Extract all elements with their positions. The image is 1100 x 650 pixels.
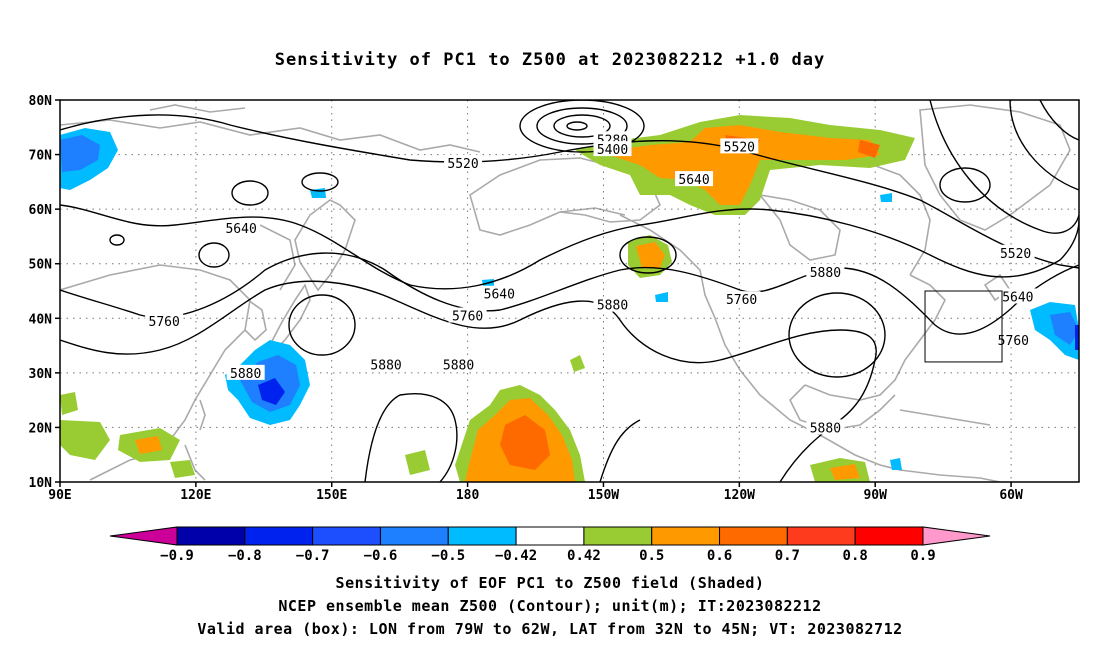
chart-title: Sensitivity of PC1 to Z500 at 2023082212… [274, 50, 826, 70]
colorbar-label: 0.8 [843, 548, 868, 564]
colorbar-swatch [786, 526, 856, 546]
contour-label-bg [593, 296, 632, 312]
colorbar-label: 0.9 [910, 548, 935, 564]
contour-label: 5400 [597, 143, 628, 158]
footer-shading-caption: Sensitivity of EOF PC1 to Z500 field (Sh… [335, 574, 765, 592]
colorbar-label: 0.5 [639, 548, 664, 564]
contour-label: 5880 [443, 359, 474, 374]
contour-label-bg [480, 285, 519, 301]
contour-label-bg [998, 288, 1037, 304]
lat-tick-label: 10N [29, 476, 53, 491]
colorbar-label: 0.7 [775, 548, 800, 564]
contour-label-bg [367, 356, 406, 372]
lon-tick-label: 120E [180, 488, 211, 503]
lat-tick-label: 20N [29, 421, 53, 436]
contour-label-bg [996, 244, 1035, 260]
contour-label: 5760 [998, 334, 1029, 349]
contour-label: 5520 [447, 157, 478, 172]
colorbar-low-triangle [109, 526, 178, 546]
colorbar-swatch [244, 526, 314, 546]
contour-label-bg [145, 313, 184, 329]
footer-contour-caption: NCEP ensemble mean Z500 (Contour); unit(… [278, 597, 822, 615]
colorbar-label: −0.7 [296, 548, 330, 564]
contour-label-bg [439, 356, 478, 372]
contour-label-bg [806, 263, 845, 279]
contour-label: 5520 [1000, 247, 1031, 262]
lat-tick-label: 70N [29, 149, 53, 164]
contour-label: 5640 [484, 288, 515, 303]
contour-label: 5880 [597, 299, 628, 314]
longitude-axis: 90E 120E 150E 180 150W 120W 90W 60W [48, 482, 1023, 503]
colorbar-label: −0.6 [364, 548, 398, 564]
colorbar-high-triangle [922, 526, 991, 546]
latitude-axis: 80N 70N 60N 50N 40N 30N 20N 10N [29, 94, 60, 491]
colorbar-label: −0.9 [160, 548, 194, 564]
contour-label-bg [806, 419, 845, 435]
colorbar-swatch [447, 526, 517, 546]
colorbar-label: 0.6 [707, 548, 732, 564]
contour-label: 5880 [230, 367, 261, 382]
lon-tick-label: 90E [48, 488, 71, 503]
contour-label: 5760 [149, 315, 180, 330]
contour-label-bg [994, 332, 1033, 348]
colorbar-swatch [176, 526, 246, 546]
lon-tick-label: 150W [588, 488, 619, 503]
colorbar-label: 0.42 [567, 548, 601, 564]
lat-tick-label: 40N [29, 312, 53, 327]
contour-label-bg [448, 307, 487, 323]
colorbar-swatch [583, 526, 653, 546]
colorbar-swatch [651, 526, 721, 546]
contour-label-bg [722, 291, 761, 307]
contour-label: 5640 [225, 222, 256, 237]
contour-label: 5520 [724, 140, 755, 155]
colorbar-swatch [312, 526, 381, 546]
colorbar-label: −0.42 [495, 548, 537, 564]
lon-tick-label: 180 [456, 488, 480, 503]
map-frame [59, 99, 1080, 483]
lat-tick-label: 60N [29, 203, 53, 218]
contour-label: 5880 [810, 421, 841, 436]
contour-label: 5760 [726, 293, 757, 308]
lon-tick-label: 150E [316, 488, 347, 503]
contour-label: 5640 [678, 173, 709, 188]
footer-valid-area-caption: Valid area (box): LON from 79W to 62W, L… [197, 620, 903, 638]
contour-label: 5640 [1002, 290, 1033, 305]
colorbar-swatch [719, 526, 788, 546]
colorbar-label: −0.8 [228, 548, 262, 564]
lat-tick-label: 30N [29, 367, 53, 382]
colorbar: −0.9 −0.8 −0.7 −0.6 −0.5 −0.42 0.42 0.5 0.6 0.7 0.… [109, 526, 991, 564]
lon-tick-label: 90W [863, 488, 887, 503]
lat-tick-label: 80N [29, 94, 53, 109]
lat-tick-label: 50N [29, 258, 53, 273]
valid-area-box [924, 290, 1003, 363]
contour-label-bg [226, 364, 265, 380]
contour-label-bg [720, 138, 759, 154]
contour-label-bg [593, 141, 632, 157]
contour-label: 5760 [452, 310, 483, 325]
contour-label-bg [222, 220, 261, 236]
lon-tick-label: 120W [724, 488, 755, 503]
colorbar-label: −0.5 [431, 548, 465, 564]
contour-label: 5880 [810, 266, 841, 281]
colorbar-swatch [854, 526, 924, 546]
colorbar-swatch [379, 526, 449, 546]
colorbar-swatch [515, 526, 585, 546]
contour-label-bg [444, 154, 483, 170]
contour-label-bg [675, 171, 714, 187]
sensitivity-shading [60, 115, 1079, 482]
contour-label: 5880 [370, 359, 401, 374]
lon-tick-label: 60W [999, 488, 1023, 503]
